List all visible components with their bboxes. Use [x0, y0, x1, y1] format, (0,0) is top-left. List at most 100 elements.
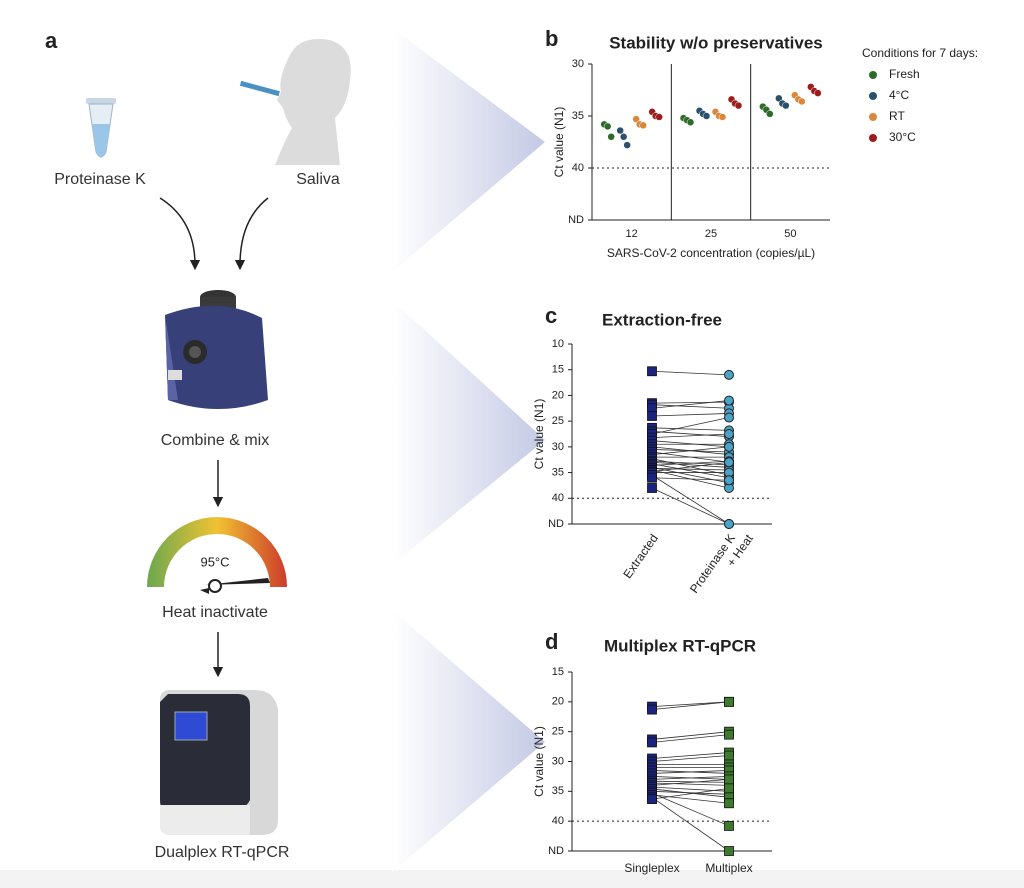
y-tick-label: 20: [552, 696, 564, 708]
y-tick-label: ND: [568, 214, 584, 226]
point: [718, 113, 727, 121]
y-tick-label: 35: [572, 110, 584, 122]
y-tick-label: 35: [552, 466, 564, 478]
y-axis-label: Ct value (N1): [552, 107, 566, 178]
point: [724, 475, 734, 486]
pair-line: [651, 427, 730, 431]
y-tick-label: 35: [552, 785, 564, 797]
point: [724, 846, 734, 856]
point: [724, 395, 734, 406]
legend-swatch: [869, 71, 877, 79]
pointer: [392, 610, 545, 872]
pair-line: [651, 461, 730, 472]
pair-line: [651, 417, 730, 435]
y-tick-label: 15: [552, 364, 564, 376]
point: [724, 729, 734, 740]
point: [647, 704, 657, 715]
readout-label: Dualplex RT-qPCR: [155, 844, 290, 861]
pair-line: [651, 404, 730, 409]
pair-line: [651, 440, 730, 448]
panel-label: c: [545, 303, 557, 328]
point: [616, 126, 624, 135]
legend-swatch: [869, 113, 877, 121]
point: [647, 472, 657, 483]
panel-label: d: [545, 629, 558, 654]
point: [724, 783, 734, 794]
chart: c Extraction-free 10 15 20 25 30 35 40 ND Ct value…: [532, 303, 772, 605]
chart-title: Multiplex RT-qPCR: [604, 636, 756, 655]
x-tick-label: 25: [705, 228, 717, 240]
footer-strip: [0, 870, 1024, 888]
pair-line: [651, 463, 730, 479]
y-tick-label: 15: [552, 666, 564, 678]
point: [647, 737, 657, 748]
pair-line: [651, 413, 730, 417]
chart: d Multiplex RT-qPCR 15 20 25 30 35 40 ND Ct value…: [532, 629, 772, 875]
point: [798, 97, 806, 106]
pair-line: [651, 468, 730, 471]
point: [647, 794, 657, 804]
x-tick-label: 12: [626, 228, 638, 240]
pair-line: [651, 734, 730, 743]
pair-line: [651, 461, 730, 468]
x-tick-label: Singleplex: [624, 861, 679, 875]
x-tick-label: Extracted: [621, 532, 662, 582]
point: [724, 696, 734, 707]
point: [724, 821, 734, 831]
arrow: [234, 197, 269, 271]
point: [607, 133, 615, 141]
pair-line: [651, 446, 730, 455]
y-tick-label: 40: [552, 492, 564, 504]
pair-line: [651, 792, 730, 827]
x-tick-label: 50: [784, 228, 796, 240]
point: [724, 457, 734, 468]
point: [702, 112, 711, 120]
y-tick-label: 40: [552, 815, 564, 827]
pair-line: [651, 731, 730, 740]
pair-line: [651, 701, 730, 710]
x-tick-label: Proteinase K+ Heat: [687, 523, 756, 605]
point: [724, 412, 734, 423]
pair-line: [651, 770, 730, 774]
point: [603, 122, 612, 131]
pair-line: [651, 787, 730, 800]
y-tick-label: ND: [548, 518, 564, 530]
sample-label: Saliva: [296, 171, 340, 188]
arrow: [159, 197, 201, 271]
pointer: [392, 300, 545, 565]
pair-line: [651, 474, 730, 525]
pair-line: [651, 752, 730, 759]
point: [724, 798, 734, 809]
panel-a: a Proteinase K Saliva Combine & mix 95°C…: [45, 28, 351, 861]
point: [647, 366, 657, 377]
pair-line: [651, 782, 730, 786]
y-tick-label: 10: [552, 338, 564, 350]
temperature-label: 95°C: [200, 554, 229, 569]
chart: b Stability w/o preservatives 30 35 40 ND Ct v…: [545, 26, 978, 260]
y-tick-label: 30: [552, 755, 564, 767]
point: [655, 113, 663, 121]
heat-label: Heat inactivate: [162, 604, 268, 621]
point: [632, 115, 640, 123]
pair-line: [651, 701, 730, 708]
mix-label: Combine & mix: [161, 432, 269, 449]
point: [623, 141, 631, 149]
panel-label: b: [545, 26, 558, 51]
pointer: [392, 28, 545, 272]
pair-line: [651, 786, 730, 792]
panel-label: a: [45, 28, 58, 53]
pair-line: [651, 755, 730, 762]
person-icon: [239, 39, 351, 165]
y-tick-label: 25: [552, 415, 564, 427]
qpcr-icon: [160, 690, 278, 835]
chart-title: Stability w/o preservatives: [609, 33, 823, 52]
y-tick-label: 40: [572, 162, 584, 174]
legend-title: Conditions for 7 days:: [862, 46, 978, 60]
pair-line: [651, 779, 730, 786]
y-axis-label: Ct value (N1): [532, 726, 546, 797]
point: [724, 750, 734, 761]
x-axis-label: SARS-CoV-2 concentration (copies/µL): [607, 246, 815, 260]
pair-line: [651, 487, 730, 525]
point: [639, 121, 647, 130]
